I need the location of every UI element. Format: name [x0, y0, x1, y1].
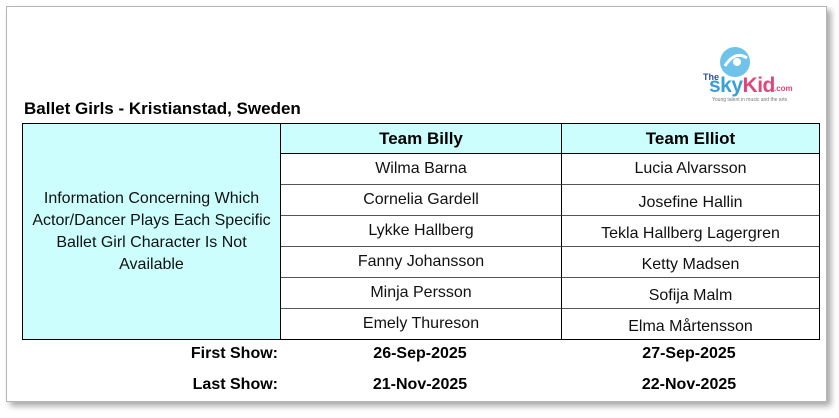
theskykid-logo: The skyKid .com Young talent in music an…: [703, 42, 815, 104]
team-elliot-last-show: 22-Nov-2025: [560, 376, 818, 394]
team-billy-last-show: 21-Nov-2025: [280, 376, 560, 394]
team-billy-member: Cornelia Gardell: [281, 185, 561, 216]
cast-table: Information Concerning Which Actor/Dance…: [22, 123, 820, 340]
team-elliot-header: Team Elliot: [561, 124, 819, 154]
team-elliot-member: Sofija Malm: [561, 278, 819, 309]
team-elliot-member: Elma Mårtensson: [561, 309, 819, 339]
team-elliot-member: Josefine Hallin: [561, 185, 819, 216]
team-billy-member: Minja Persson: [281, 278, 561, 309]
info-note: Information Concerning Which Actor/Dance…: [23, 124, 281, 339]
last-show-label: Last Show:: [78, 376, 278, 394]
team-elliot-first-show: 27-Sep-2025: [560, 345, 818, 363]
page-title: Ballet Girls - Kristianstad, Sweden: [24, 99, 301, 119]
logo-suffix: .com: [774, 84, 793, 93]
team-billy-member: Lykke Hallberg: [281, 216, 561, 247]
team-billy-header: Team Billy: [281, 124, 561, 154]
team-billy-member: Fanny Johansson: [281, 247, 561, 278]
team-elliot-member: Ketty Madsen: [561, 247, 819, 278]
team-billy-member: Wilma Barna: [281, 154, 561, 185]
logo-tagline: Young talent in music and the arts: [712, 97, 787, 103]
team-billy-first-show: 26-Sep-2025: [280, 345, 560, 363]
team-billy-member: Emely Thureson: [281, 309, 561, 339]
team-elliot-member: Lucia Alvarsson: [561, 154, 819, 185]
logo-wordmark: skyKid: [709, 74, 775, 98]
first-show-label: First Show:: [78, 345, 278, 363]
team-elliot-member: Tekla Hallberg Lagergren: [561, 216, 819, 247]
